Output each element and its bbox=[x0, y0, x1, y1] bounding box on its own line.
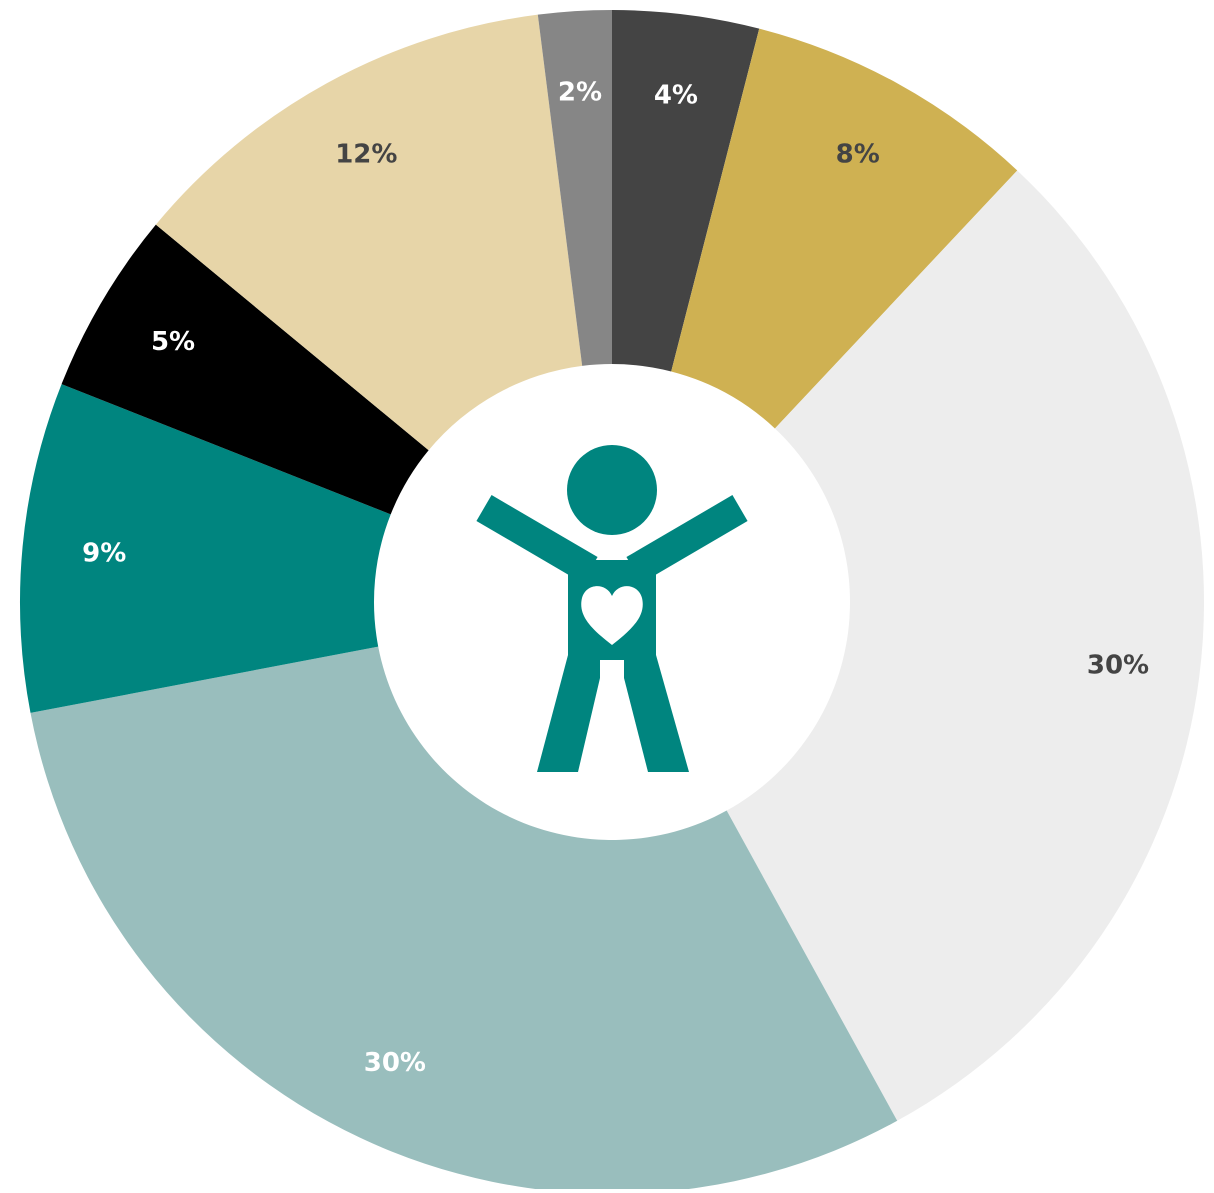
center-icon bbox=[476, 445, 748, 772]
value-label: 2% bbox=[558, 78, 602, 108]
slice bbox=[726, 170, 1205, 1121]
value-label: 4% bbox=[654, 81, 698, 111]
value-label: 5% bbox=[151, 327, 195, 357]
slice bbox=[537, 10, 612, 366]
value-label: 30% bbox=[1087, 650, 1149, 680]
slice bbox=[155, 14, 583, 451]
value-label: 12% bbox=[335, 140, 397, 170]
slice bbox=[20, 384, 391, 713]
slice bbox=[30, 646, 898, 1193]
value-label: 30% bbox=[364, 1048, 426, 1078]
value-label: 9% bbox=[82, 539, 126, 569]
slice bbox=[61, 224, 429, 515]
value-label: 8% bbox=[836, 140, 880, 170]
slices bbox=[20, 10, 1205, 1193]
slice bbox=[671, 28, 1018, 429]
slice bbox=[612, 10, 760, 372]
